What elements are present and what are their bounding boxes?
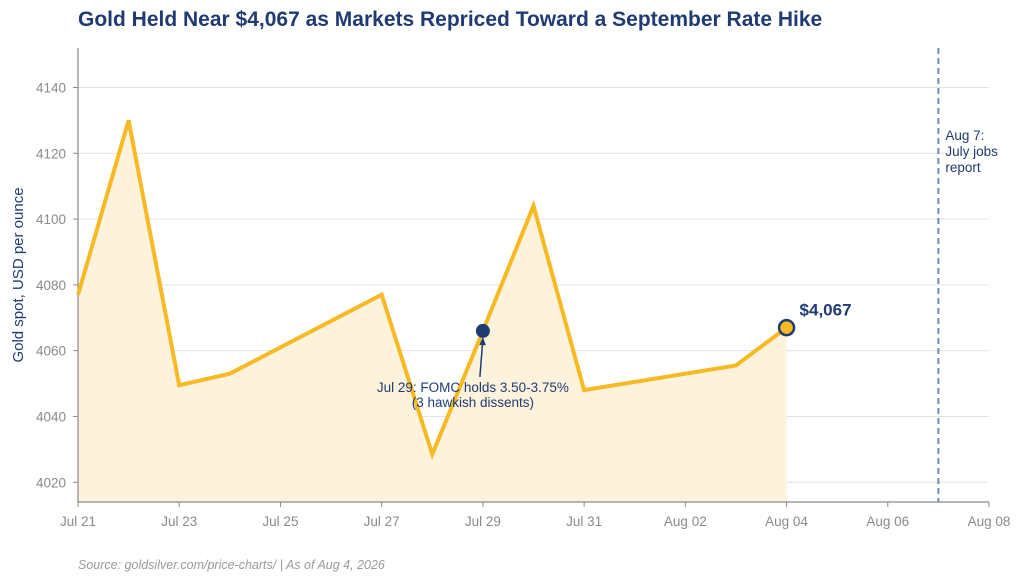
fomc-arrow-head [479, 336, 486, 346]
x-tick-label: Aug 08 [968, 514, 1011, 529]
x-tick-label: Jul 31 [566, 514, 602, 529]
chart-title: Gold Held Near $4,067 as Markets Reprice… [78, 8, 823, 31]
fomc-label-line: Jul 29: FOMC holds 3.50-3.75% [377, 380, 569, 395]
source-note: Source: goldsilver.com/price-charts/ | A… [78, 558, 385, 572]
y-axis-ticks: 4020 4040 4060 4080 4100 4120 4140 [36, 80, 78, 490]
y-tick-label: 4100 [36, 212, 66, 227]
y-tick-label: 4060 [36, 344, 66, 359]
fomc-annotation-label: Jul 29: FOMC holds 3.50-3.75%(3 hawkish … [377, 380, 569, 410]
y-tick-label: 4080 [36, 278, 66, 293]
y-tick-label: 4140 [36, 80, 66, 95]
event-label-line: Aug 7: [945, 128, 984, 143]
fomc-annotation-arrow [479, 338, 484, 377]
axes [77, 48, 989, 503]
x-tick-label: Jul 21 [60, 514, 96, 529]
x-tick-label: Jul 25 [262, 514, 298, 529]
fomc-marker [475, 323, 490, 338]
fomc-label-line: (3 hawkish dissents) [412, 395, 534, 410]
x-axis-ticks: Jul 21 Jul 23 Jul 25 Jul 27 Jul 29 Jul 31 Aug … [60, 502, 1010, 529]
x-tick-label: Jul 27 [364, 514, 400, 529]
event-label-line: report [945, 160, 981, 175]
x-tick-label: Jul 29 [465, 514, 501, 529]
x-tick-label: Aug 02 [664, 514, 707, 529]
y-axis-label: Gold spot, USD per ounce [10, 187, 27, 362]
last-price-label: $4,067 [800, 301, 852, 320]
y-tick-label: 4040 [36, 409, 66, 424]
price-series-line [76, 119, 788, 461]
x-tick-label: Aug 04 [765, 514, 808, 529]
x-tick-label: Jul 23 [161, 514, 197, 529]
last-price-marker [777, 318, 796, 337]
event-label-line: July jobs [945, 144, 998, 159]
y-tick-label: 4020 [36, 475, 66, 490]
y-tick-label: 4120 [36, 146, 66, 161]
x-tick-label: Aug 06 [866, 514, 909, 529]
price-area-fill [78, 120, 787, 503]
